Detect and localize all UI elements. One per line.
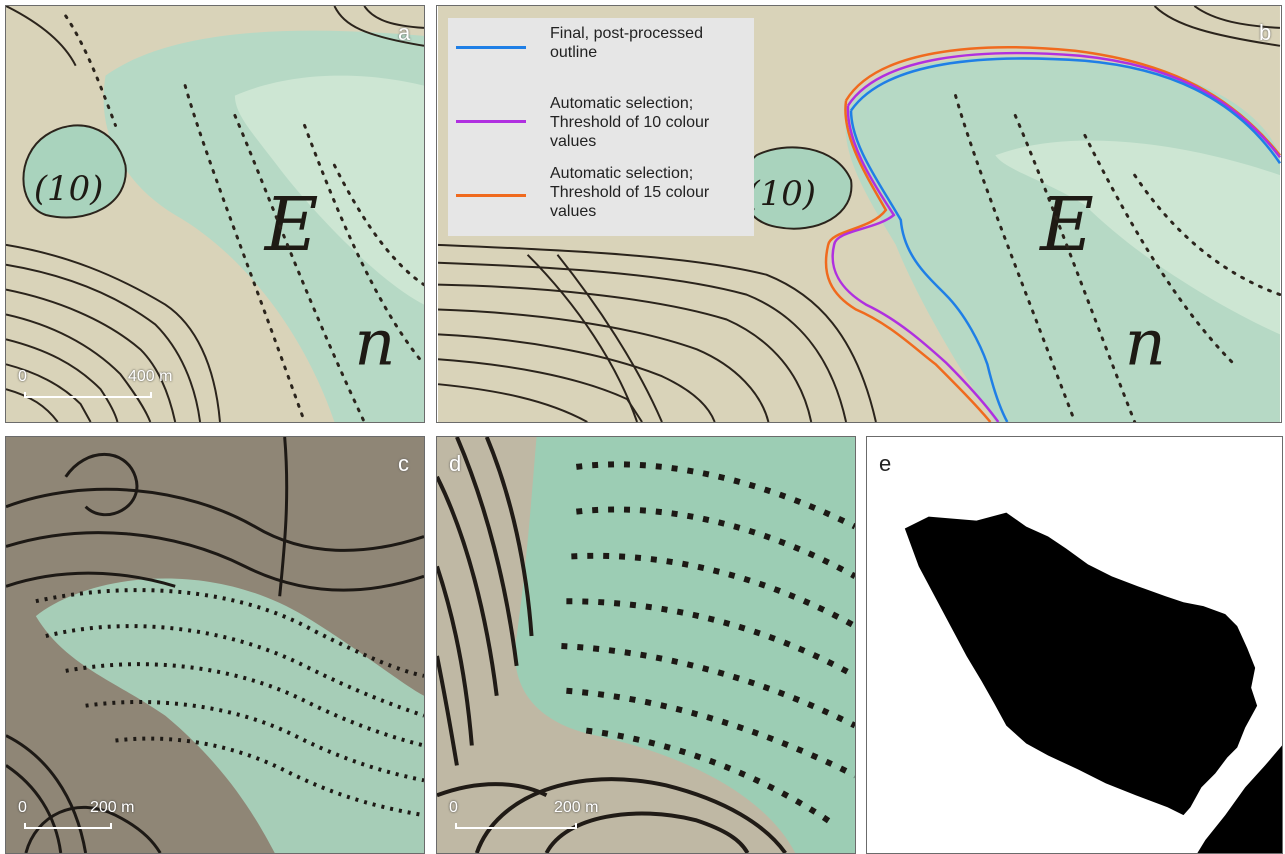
glacier-mask-shape-secondary (1197, 745, 1282, 853)
contour-lines (6, 6, 424, 422)
dotted-contours (561, 461, 855, 828)
map-text-10: (10) (747, 174, 816, 213)
glacier-outlines (824, 46, 1281, 422)
panel-label-a: a (398, 20, 411, 45)
dotted-contours (954, 94, 1281, 422)
scale-line-a (24, 392, 152, 398)
scale-distance-c: 200 m (90, 799, 135, 816)
scale-line-c (24, 823, 112, 829)
contour-lines (6, 437, 424, 853)
scale-line-d (455, 823, 577, 829)
map-text-10: (10) (34, 169, 103, 208)
contour-lines (437, 6, 1281, 422)
legend-swatch-threshold-15 (456, 194, 526, 197)
scanned-map-c (6, 437, 424, 853)
legend-swatch-final (456, 46, 526, 49)
pixel-map-d (437, 437, 855, 853)
glacier-mask-e (904, 512, 1282, 853)
map-panel-d: d 0 200 m (436, 436, 856, 854)
legend-label-final: Final, post-processed outline (550, 25, 703, 61)
legend-swatch-threshold-10 (456, 120, 526, 123)
dotted-contours (64, 14, 424, 422)
outline-final (849, 57, 1281, 422)
mask-panel-e: e (866, 436, 1283, 854)
legend-label-threshold-10: Automatic selection; Threshold of 10 col… (550, 95, 710, 150)
legend-label-threshold-15: Automatic selection; Threshold of 15 col… (550, 165, 710, 220)
scale-zero-a: 0 (18, 368, 27, 385)
panel-label-e: e (879, 451, 892, 476)
map-panel-a: (10) E n a 0 400 m (5, 5, 425, 423)
scale-zero-c: 0 (18, 799, 27, 816)
map-text-n: n (1125, 306, 1166, 380)
scale-distance-a: 400 m (128, 368, 173, 385)
dotted-contours (35, 588, 424, 818)
glacier-mask-shape (904, 512, 1258, 816)
panel-label-b: b (1259, 20, 1272, 45)
map-panel-c: c 0 200 m (5, 436, 425, 854)
panel-label-c: c (398, 451, 409, 476)
map-text-e: E (1038, 183, 1094, 268)
map-text-n: n (354, 306, 395, 380)
scale-zero-d: 0 (449, 799, 458, 816)
outline-threshold-10 (831, 51, 1281, 422)
scale-distance-d: 200 m (554, 799, 599, 816)
panel-label-d: d (449, 451, 462, 476)
legend: Final, post-processed outline Automatic … (448, 18, 754, 236)
contour-lines (437, 437, 787, 853)
historic-map-a: (10) E n (6, 6, 424, 422)
